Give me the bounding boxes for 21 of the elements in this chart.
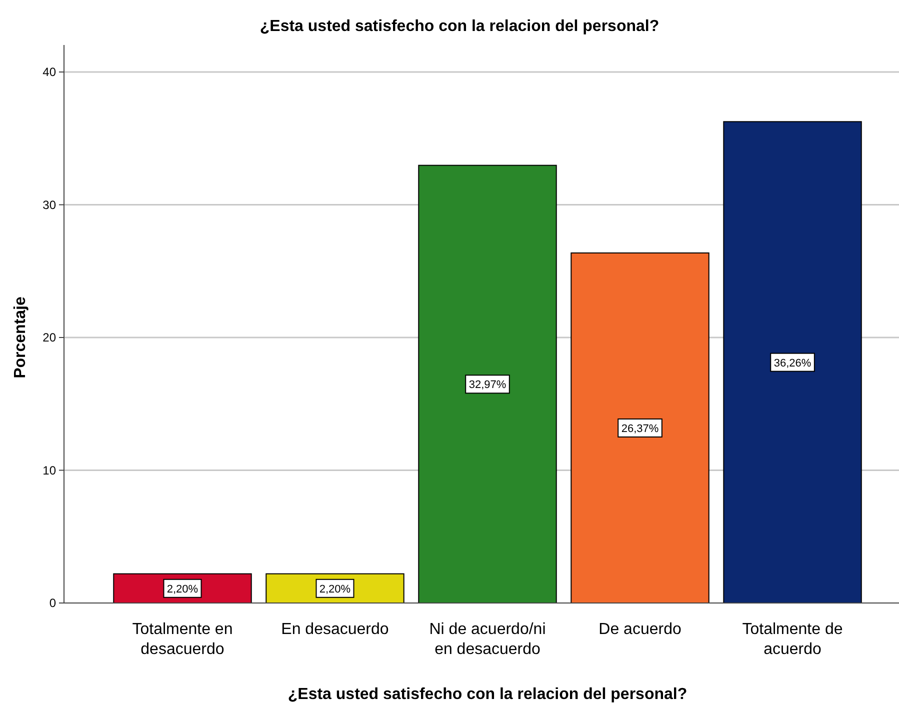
y-tick-label: 40: [42, 65, 56, 79]
bar: [418, 164, 557, 604]
y-tick-label: 10: [42, 463, 56, 478]
data-label: 2,20%: [166, 583, 198, 596]
y-tick-label: 30: [42, 198, 56, 212]
x-tick-label: Totalmente en desacuerdo: [132, 621, 233, 658]
data-label: 26,37%: [621, 422, 659, 435]
data-label: 32,97%: [468, 379, 506, 392]
x-axis-title: ¿Esta usted satisfecho con la relacion del personal?: [288, 686, 688, 703]
chart-title: ¿Esta usted satisfecho con la relacion del personal?: [260, 18, 660, 35]
bar: [570, 252, 710, 604]
y-tick-label: 0: [49, 596, 56, 610]
x-tick-label: De acuerdo: [598, 621, 682, 638]
bar: [723, 121, 862, 604]
data-label: 36,26%: [774, 357, 812, 370]
x-tick-label: En desacuerdo: [281, 621, 389, 638]
x-tick-label: Totalmente de acuerdo: [742, 621, 843, 658]
y-axis-title: Porcentaje: [12, 296, 29, 378]
data-label: 2,20%: [319, 583, 351, 596]
y-tick-label: 20: [42, 330, 56, 344]
x-tick-label: Ni de acuerdo/ni en desacuerdo: [429, 621, 546, 658]
